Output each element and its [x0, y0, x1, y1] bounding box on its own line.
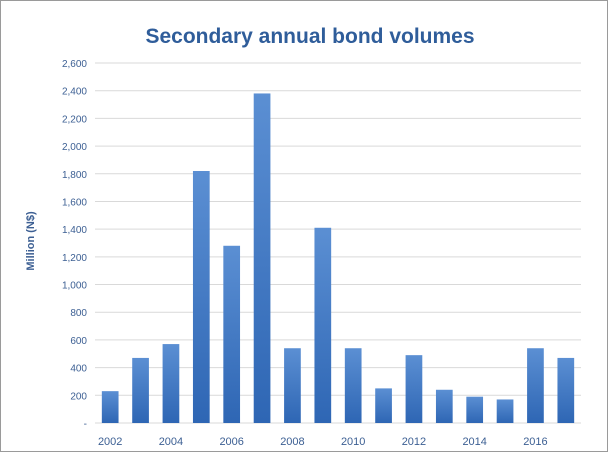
x-tick-label: 2010: [341, 436, 365, 448]
bar-2003: [132, 357, 149, 423]
y-tick-label: 1,800: [62, 170, 87, 181]
bar-2013: [435, 389, 453, 423]
x-tick-label: 2002: [98, 436, 122, 448]
bar-2006: [223, 245, 241, 423]
bar-2016: [527, 348, 544, 423]
y-tick-label: 2,400: [62, 87, 87, 98]
x-tick-label: 2014: [462, 436, 486, 448]
y-tick-label: 2,600: [62, 59, 87, 70]
x-tick-label: 2006: [219, 436, 243, 448]
bar-2005: [192, 171, 210, 423]
y-tick-label: 200: [70, 391, 87, 402]
bar-2012: [405, 355, 423, 423]
bar-2007: [253, 93, 271, 423]
y-tick-label: 800: [70, 308, 87, 319]
bar-2004: [162, 344, 180, 423]
x-tick-label: 2012: [402, 436, 426, 448]
y-tick-label: 1,600: [62, 197, 87, 208]
y-tick-label: 600: [70, 336, 87, 347]
y-tick-label: 1,000: [62, 281, 87, 292]
bar-2015: [496, 399, 514, 423]
y-tick-label: 1,200: [62, 253, 87, 264]
y-axis-label: Million (N$): [25, 211, 37, 271]
bar-2009: [314, 227, 332, 423]
y-tick-label: 2,200: [62, 114, 87, 125]
x-tick-label: 2016: [523, 436, 547, 448]
y-axis-ticks: - 200 400 600 800 1,000 1,200 1,400 1,600 1,800 2,…: [62, 59, 87, 430]
x-axis-ticks: 2002 2004 2006 2008 2010 2012 2014 2016: [98, 436, 548, 448]
y-tick-label: 400: [70, 364, 87, 375]
gridlines: [95, 62, 581, 424]
bar-2014: [466, 396, 484, 423]
bars: [101, 93, 575, 423]
y-tick-label: -: [84, 419, 87, 430]
x-tick-label: 2008: [280, 436, 304, 448]
y-tick-label: 2,000: [62, 142, 87, 153]
chart-title: Secondary annual bond volumes: [145, 25, 474, 48]
bar-2011: [375, 388, 392, 423]
bar-2017: [557, 357, 575, 423]
bar-2002: [101, 391, 119, 423]
bar-2010: [344, 348, 362, 423]
bar-2008: [284, 348, 301, 423]
x-tick-label: 2004: [159, 436, 183, 448]
y-tick-label: 1,400: [62, 225, 87, 236]
